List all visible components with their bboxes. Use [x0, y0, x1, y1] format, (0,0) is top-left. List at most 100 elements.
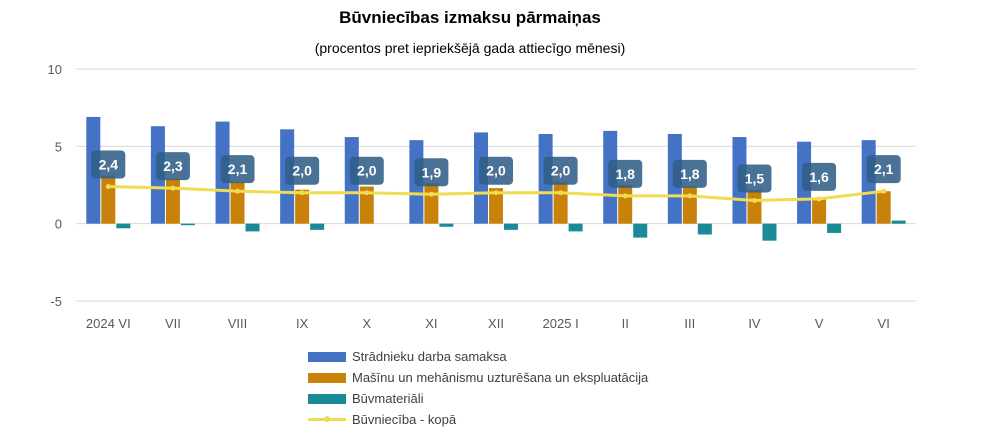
data-label: 2,3: [163, 158, 183, 174]
x-tick-label: 2024 VI: [86, 316, 131, 331]
data-label: 1,9: [422, 164, 442, 180]
bar: [245, 223, 260, 232]
x-tick-label: V: [815, 316, 824, 331]
legend-label: Būvmateriāli: [352, 391, 424, 406]
bar: [827, 223, 842, 233]
data-labels: 2,4 2,3 2,1 2,0 2,0 1,9 2,0 2,0 1,8 1,8 1,5 1,6 2,1: [91, 150, 901, 193]
bar: [633, 223, 648, 238]
data-label: 2,0: [292, 163, 312, 179]
line-point: [622, 193, 628, 199]
chart-title: Būvniecības izmaksu pārmaiņas: [339, 8, 601, 27]
data-label: 2,0: [486, 163, 506, 179]
x-tick-label: III: [684, 316, 695, 331]
data-label: 1,5: [745, 170, 765, 186]
bar: [116, 223, 131, 229]
bar: [568, 223, 583, 232]
line-series: [105, 184, 887, 203]
data-label-box: [91, 150, 126, 179]
data-label: 2,1: [228, 161, 248, 177]
bar: [876, 191, 891, 224]
line-point: [105, 184, 111, 190]
data-label: 2,0: [357, 163, 377, 179]
x-tick-label: X: [362, 316, 371, 331]
bar: [747, 189, 762, 224]
y-axis-ticks: -5 0 5 10: [48, 62, 62, 309]
bar: [359, 186, 374, 224]
bar: [682, 186, 697, 224]
data-label-box: [802, 162, 837, 191]
line-point: [687, 193, 693, 199]
legend-swatch-total: [308, 416, 346, 422]
data-label: 2,0: [551, 163, 571, 179]
data-label-box: [155, 152, 190, 181]
bar: [762, 223, 777, 241]
x-tick-label: XI: [425, 316, 437, 331]
y-tick-label: 10: [48, 62, 62, 77]
x-tick-label: IX: [296, 316, 309, 331]
data-label-box: [414, 158, 449, 187]
x-tick-label: VI: [878, 316, 890, 331]
x-axis-ticks: 2024 VI VII VIII IX X XI XII 2025 I II III IV V VI: [86, 316, 890, 331]
bar: [891, 220, 906, 224]
bar: [618, 185, 633, 224]
line-point: [299, 190, 305, 196]
y-tick-label: -5: [50, 294, 62, 309]
legend-swatch-machinery: [308, 372, 346, 383]
bar: [180, 223, 195, 226]
bar: [504, 223, 518, 230]
line-point: [881, 188, 887, 194]
data-label-box: [608, 159, 643, 188]
y-tick-label: 5: [55, 139, 62, 154]
x-tick-label: II: [622, 316, 629, 331]
data-label-box: [543, 156, 578, 185]
line-point: [364, 190, 370, 196]
x-tick-label: 2025 I: [543, 316, 579, 331]
bar: [310, 223, 325, 230]
data-label-box: [285, 156, 320, 185]
legend-swatch-wages: [308, 351, 346, 362]
bar: [295, 189, 310, 224]
bar: [101, 175, 116, 224]
bar: [230, 181, 245, 224]
bar: [489, 188, 503, 224]
y-tick-label: 0: [55, 217, 62, 232]
data-label-box: [737, 164, 772, 193]
data-label-box: [479, 156, 513, 185]
line-point: [558, 190, 564, 196]
line-point: [493, 190, 499, 196]
legend-swatch-materials: [308, 393, 346, 404]
legend-item-total[interactable]: Būvniecība - kopā: [308, 409, 648, 430]
x-tick-label: VII: [165, 316, 181, 331]
chart-plot: -5 0 5 10 2,4 2,3 2,1 2,0 2,0 1,9 2,0 2,0 1,8 1,8 1,5…: [48, 62, 916, 331]
legend-item-wages[interactable]: Strādnieku darba samaksa: [308, 346, 648, 367]
line-point: [816, 196, 822, 202]
gridlines: [76, 68, 916, 302]
x-tick-label: IV: [748, 316, 761, 331]
data-label: 2,1: [874, 161, 894, 177]
bar: [439, 223, 454, 227]
legend-label: Strādnieku darba samaksa: [352, 349, 507, 364]
line-point: [751, 197, 757, 203]
data-label-box: [349, 156, 384, 185]
data-label-box: [672, 159, 707, 188]
legend: Strādnieku darba samaksa Mašīnu un mehān…: [308, 346, 648, 430]
legend-item-materials[interactable]: Būvmateriāli: [308, 388, 648, 409]
bar: [697, 223, 712, 235]
legend-item-machinery[interactable]: Mašīnu un mehānismu uzturēšana un eksplu…: [308, 367, 648, 388]
data-label-box: [866, 155, 901, 184]
data-label: 2,4: [99, 157, 119, 173]
bar: [424, 183, 439, 224]
legend-label: Mašīnu un mehānismu uzturēšana un eksplu…: [352, 370, 649, 385]
data-label: 1,8: [680, 166, 700, 182]
data-label: 1,8: [615, 166, 635, 182]
bar: [812, 197, 827, 224]
x-tick-label: XII: [488, 316, 504, 331]
line-point: [235, 188, 241, 194]
x-tick-label: VIII: [228, 316, 248, 331]
legend-label: Būvniecība - kopā: [352, 412, 457, 427]
chart-subtitle: (procentos pret iepriekšējā gada attiecī…: [314, 40, 626, 56]
bar: [165, 178, 180, 224]
data-label: 1,6: [809, 169, 829, 185]
line-point: [170, 185, 176, 191]
bar: [553, 181, 568, 224]
